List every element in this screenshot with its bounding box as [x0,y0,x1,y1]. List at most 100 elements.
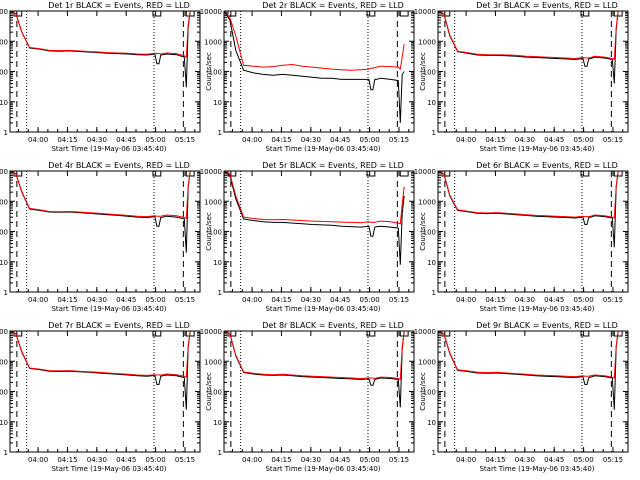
x-tick-label: 04:45 [330,136,350,144]
y-tick-label: 1 [218,289,222,297]
panel-title: Det 1r BLACK = Events, RED = LLD [48,1,190,10]
x-tick-label: 04:30 [515,456,535,464]
x-tick-label: 04:15 [57,136,77,144]
x-tick-label: 04:00 [242,136,262,144]
x-tick-label: 04:15 [485,456,505,464]
y-tick-label: 10 [427,99,436,107]
y-tick-label: 1 [218,449,222,457]
y-tick-label: 1 [4,289,8,297]
saa-bracket [441,171,451,177]
x-tick-label: 05:15 [603,136,623,144]
x-tick-label: 04:30 [515,136,535,144]
x-axis-title: Start Time (19-May-06 03:45:40) [265,305,380,313]
x-tick-label: 05:15 [603,456,623,464]
plot-frame [223,330,415,453]
panel-title: Det 8r BLACK = Events, RED = LLD [262,321,404,330]
x-tick-label: 04:30 [87,296,107,304]
chart-panel: Det 6r BLACK = Events, RED = LLD 1 10 100 10… [414,161,629,313]
y-tick-label: 10000 [0,328,8,336]
y-tick-label: 1000 [0,38,8,46]
events-series-line [438,11,619,84]
x-tick-label: 05:00 [574,456,594,464]
chart-panel: Det 3r BLACK = Events, RED = LLD 1 10 100 10… [414,1,629,153]
x-tick-label: 04:15 [271,136,291,144]
y-axis-title: Counts/sec [205,212,213,251]
plot-frame [9,330,201,453]
y-tick-label: 10000 [0,168,8,176]
plot-frame [9,170,201,293]
x-tick-label: 04:15 [485,136,505,144]
x-tick-label: 05:00 [146,296,166,304]
panel-title: Det 6r BLACK = Events, RED = LLD [476,161,618,170]
plot-frame [223,170,415,293]
saa-bracket [441,331,451,337]
saa-bracket [13,11,23,17]
x-tick-label: 04:30 [87,456,107,464]
saa-bracket [399,11,409,17]
saa-bracket [227,11,237,17]
x-axis-title: Start Time (19-May-06 03:45:40) [479,145,594,153]
x-tick-label: 04:00 [456,456,476,464]
x-tick-label: 04:00 [28,456,48,464]
x-tick-label: 04:15 [271,296,291,304]
x-tick-label: 04:15 [57,296,77,304]
y-tick-label: 100 [209,69,222,77]
y-tick-label: 10 [213,259,222,267]
lld-series-line [10,11,191,58]
lld-series-line [438,171,619,219]
x-tick-label: 04:00 [242,456,262,464]
y-axis-title: Counts/sec [419,372,427,411]
chart-panel: Det 2r BLACK = Events, RED = LLD 1 10 100 10… [200,1,415,153]
y-tick-label: 1000 [204,358,222,366]
y-tick-label: 10 [427,419,436,427]
plot-frame [223,10,415,133]
saa-bracket [152,171,162,177]
y-tick-label: 10000 [200,8,222,16]
x-tick-label: 05:00 [574,296,594,304]
y-tick-label: 10000 [414,8,436,16]
x-tick-label: 05:15 [389,136,409,144]
events-series-line [224,171,405,265]
y-tick-label: 1000 [418,38,436,46]
x-tick-label: 05:15 [389,456,409,464]
y-tick-label: 100 [209,229,222,237]
y-tick-label: 1000 [418,198,436,206]
y-tick-label: 100 [0,229,8,237]
y-axis-title: Counts/sec [205,372,213,411]
saa-bracket [185,11,195,17]
y-tick-label: 10000 [414,328,436,336]
y-tick-label: 1 [432,289,436,297]
x-axis-title: Start Time (19-May-06 03:45:40) [51,465,166,473]
saa-bracket [399,171,409,177]
y-tick-label: 1 [4,449,8,457]
panel-title: Det 9r BLACK = Events, RED = LLD [476,321,618,330]
x-tick-label: 04:15 [271,456,291,464]
plot-frame [437,170,629,293]
x-tick-label: 04:45 [544,456,564,464]
saa-bracket [227,331,237,337]
x-axis-title: Start Time (19-May-06 03:45:40) [479,465,594,473]
saa-bracket [366,11,376,17]
saa-bracket [580,11,590,17]
x-axis-title: Start Time (19-May-06 03:45:40) [51,145,166,153]
y-tick-label: 10000 [414,168,436,176]
y-tick-label: 1 [432,129,436,137]
chart-panel: Det 7r BLACK = Events, RED = LLD 1 10 100 10… [0,321,201,473]
x-tick-label: 04:30 [301,456,321,464]
x-tick-label: 04:45 [544,296,564,304]
lld-series-line [10,331,191,378]
saa-bracket [366,331,376,337]
y-tick-label: 100 [209,389,222,397]
saa-bracket [185,171,195,177]
y-tick-label: 100 [423,229,436,237]
events-series-line [10,11,191,88]
panel-title: Det 7r BLACK = Events, RED = LLD [48,321,190,330]
y-tick-label: 100 [423,69,436,77]
events-series-line [224,11,405,123]
x-tick-label: 04:30 [515,296,535,304]
plot-frame [437,330,629,453]
y-axis-title: Counts/sec [205,52,213,91]
saa-bracket [13,171,23,177]
y-tick-label: 100 [0,69,8,77]
